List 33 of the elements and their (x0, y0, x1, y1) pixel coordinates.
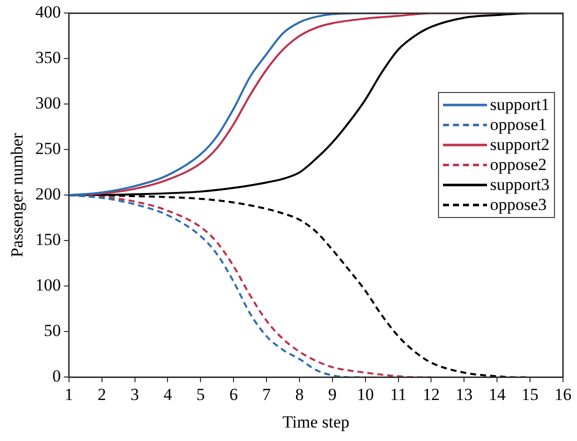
x-tick-label: 14 (488, 384, 506, 404)
x-tick-label: 11 (390, 384, 406, 404)
y-tick-label: 400 (35, 2, 61, 22)
legend-label: support2 (490, 135, 550, 156)
x-tick-label: 10 (356, 384, 374, 404)
x-tick-label: 8 (295, 384, 304, 404)
x-tick-label: 12 (422, 384, 440, 404)
x-tick-label: 4 (163, 384, 172, 404)
x-tick-label: 15 (522, 384, 539, 404)
x-tick-label: 1 (64, 384, 74, 404)
y-tick-label: 250 (35, 139, 61, 158)
x-tick-label: 5 (196, 384, 205, 404)
y-tick-label: 0 (52, 366, 61, 386)
y-tick-label: 100 (35, 276, 61, 295)
legend-label: support1 (490, 95, 550, 116)
y-tick-label: 300 (35, 94, 61, 113)
x-tick-label: 9 (328, 384, 337, 404)
x-tick-label: 2 (98, 384, 106, 404)
y-axis-title: Passenger number (8, 132, 27, 258)
x-tick-label: 13 (456, 384, 473, 404)
legend-label: support3 (490, 175, 550, 196)
legend-label: oppose2 (490, 155, 547, 176)
legend-label: oppose3 (490, 195, 547, 216)
x-tick-label: 7 (262, 384, 272, 404)
x-tick-label: 6 (229, 384, 238, 404)
x-axis-title: Time step (282, 412, 350, 432)
x-tick-label: 16 (554, 384, 572, 404)
y-tick-label: 50 (44, 321, 61, 340)
x-tick-label: 3 (130, 384, 140, 404)
y-tick-label: 200 (35, 184, 61, 204)
legend-label: oppose1 (490, 115, 547, 136)
y-tick-label: 350 (35, 48, 61, 68)
y-tick-label: 150 (35, 230, 61, 250)
